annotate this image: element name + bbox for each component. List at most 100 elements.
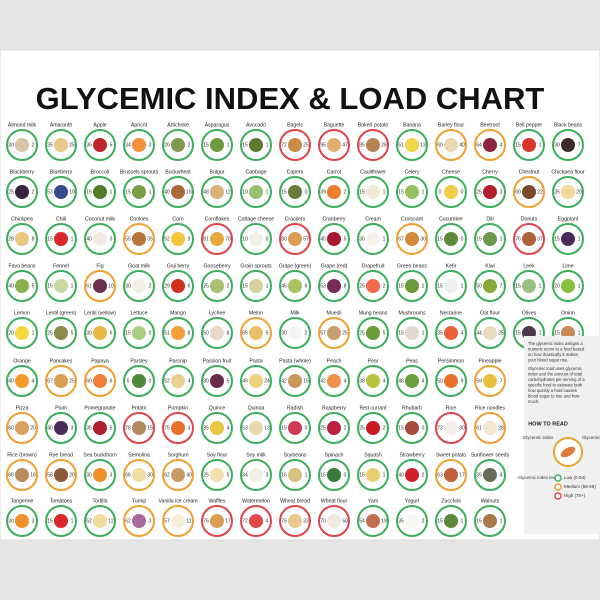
gl-value: 4 — [266, 518, 269, 524]
food-item: Amaranth 35 25 — [45, 122, 77, 161]
food-icon — [522, 279, 536, 293]
food-name: Bell pepper — [516, 122, 543, 128]
food-item: Lychee 50 8 — [201, 310, 233, 349]
gi-value: 25 — [359, 283, 365, 289]
gl-value: 1 — [500, 236, 503, 242]
food-icon — [327, 138, 341, 152]
food-icon — [327, 421, 341, 435]
food-name: Watermelon — [242, 498, 270, 504]
food-item: Mango 51 8 — [162, 310, 194, 349]
food-item: Chili 15 1 — [45, 216, 77, 255]
food-item: Cranberry 45 5 — [318, 216, 350, 255]
food-name: Brussels sprouts — [120, 169, 159, 175]
food-name: Rice — [446, 405, 456, 411]
gi-value: 57 — [320, 330, 326, 336]
gl-value: 25 — [303, 142, 309, 148]
gl-value: 5 — [344, 236, 347, 242]
food-item: Crackers 80 57 — [279, 216, 311, 255]
food-icon — [405, 279, 419, 293]
gi-value: 63 — [437, 472, 443, 478]
food-name: Turnip — [132, 498, 147, 504]
food-name: Melon — [249, 310, 263, 316]
food-item: Bell pepper 15 1 — [513, 122, 545, 161]
gi-value: 48 — [203, 189, 209, 195]
gl-value: 0 — [422, 425, 425, 431]
gl-value: 4 — [422, 378, 425, 384]
gl-value: 30 — [459, 425, 465, 431]
food-name: Sea buckthorn — [83, 452, 117, 458]
food-name: Quince — [209, 405, 226, 411]
food-icon — [327, 374, 341, 388]
food-item: Chickpea 28 8 — [6, 216, 38, 255]
food-name: Donuts — [521, 216, 538, 222]
food-item: Tomatoes 15 1 — [45, 498, 77, 537]
food-icon — [288, 421, 302, 435]
gl-value: 1 — [539, 283, 542, 289]
food-icon — [93, 326, 107, 340]
food-icon — [327, 514, 341, 528]
food-name: Cheese — [442, 169, 460, 175]
title: GLYCEMIC INDEX & LOAD CHART — [36, 81, 545, 116]
gi-value: 78 — [125, 425, 131, 431]
gl-value: 47 — [342, 142, 348, 148]
food-name: Broccoli — [91, 169, 109, 175]
food-item: Lemon 20 1 — [6, 310, 38, 349]
gi-value: 25 — [359, 425, 365, 431]
gl-value: 25 — [69, 142, 75, 148]
gl-value: 20 — [30, 425, 36, 431]
gi-value: 30 — [281, 330, 287, 336]
food-name: Potato — [132, 405, 147, 411]
food-icon — [15, 374, 29, 388]
gl-value: 5 — [32, 283, 35, 289]
food-name: Lemon — [14, 310, 30, 316]
food-icon — [366, 138, 380, 152]
gl-value: 8 — [32, 236, 35, 242]
food-item: Banana 51 13 — [396, 122, 428, 161]
gi-value: 30 — [8, 518, 14, 524]
label-gl: Glycemic load — [582, 435, 600, 440]
food-item: Soybeans 16 1 — [279, 452, 311, 491]
food-icon — [483, 421, 497, 435]
gi-value: 15 — [554, 330, 560, 336]
food-icon — [561, 185, 575, 199]
food-item: Pancakes 67 25 — [45, 358, 77, 397]
gl-value: 1 — [32, 330, 35, 336]
gl-value: 1 — [461, 283, 464, 289]
food-item: Broccoli 15 1 — [84, 169, 116, 208]
gl-value: 3 — [32, 518, 35, 524]
gi-value: 15 — [359, 472, 365, 478]
food-icon — [405, 185, 419, 199]
gi-value: 28 — [8, 236, 14, 242]
gl-value: 7 — [500, 283, 503, 289]
food-icon — [210, 138, 224, 152]
food-item: Persimmon 50 9 — [435, 358, 467, 397]
gi-value: 44 — [476, 330, 482, 336]
food-icon — [171, 185, 185, 199]
how-to-read: HOW TO READ — [528, 421, 568, 427]
food-icon — [93, 138, 107, 152]
food-icon — [522, 232, 536, 246]
food-name: Yam — [368, 498, 378, 504]
gi-value: 39 — [320, 189, 326, 195]
food-icon — [93, 514, 107, 528]
food-icon — [483, 374, 497, 388]
food-item: Rice (brown) 68 16 — [6, 452, 38, 491]
gl-value: 1 — [578, 283, 581, 289]
gi-value: 53 — [320, 283, 326, 289]
gl-value: 35 — [147, 236, 153, 242]
food-name: Papaya — [91, 358, 109, 364]
food-item: Bulgur 48 12 — [201, 169, 233, 208]
gi-value: 15 — [515, 283, 521, 289]
gi-value: 15 — [47, 236, 53, 242]
gl-value: 30 — [420, 236, 426, 242]
food-icon — [54, 468, 68, 482]
food-icon — [93, 185, 107, 199]
food-name: Waffles — [208, 498, 225, 504]
food-item: Walnuts 15 1 — [474, 498, 506, 537]
food-item: Sorghum 62 40 — [162, 452, 194, 491]
gl-value: 3 — [110, 472, 113, 478]
gi-value: 51 — [164, 330, 170, 336]
gl-value: 4 — [188, 378, 191, 384]
gi-value: 81 — [203, 236, 209, 242]
